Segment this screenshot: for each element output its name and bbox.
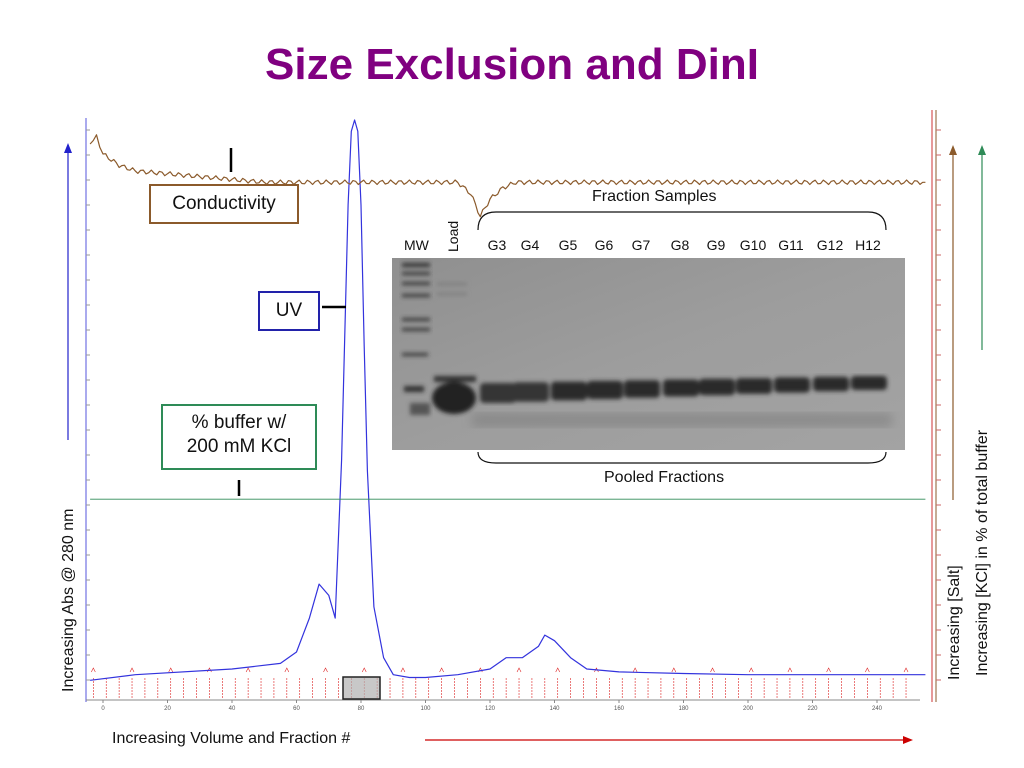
y-axis-left-label: Increasing Abs @ 280 nm [60,508,77,692]
injection-marker [555,667,560,673]
injection-marker [284,667,290,673]
injection-marker [168,667,173,673]
lane-label-g10: G10 [739,237,767,253]
x-tick-label: 60 [293,706,300,712]
x-tick-label: 120 [485,706,496,712]
sds-page-gel-image [392,258,905,450]
gel-band [736,378,772,394]
fraction-markers [91,667,909,698]
series-layer [89,119,926,681]
injection-marker [361,667,367,673]
uv-trace-line [90,119,926,681]
injection-marker [129,667,135,673]
injection-marker [323,667,328,673]
lane-label-h12: H12 [855,237,881,253]
gel-band [813,376,849,392]
gel-band [587,380,623,400]
lane-label-g11: G11 [778,237,804,253]
lane-label-g7: G7 [631,237,651,253]
gel-band [774,377,810,393]
page-title: Size Exclusion and DinI [265,40,759,89]
injection-marker [748,667,754,673]
y-axis-right-salt-label: Increasing [Salt] [946,565,963,680]
fraction-samples-label: Fraction Samples [592,188,717,205]
pooled-region-box [342,676,381,700]
lane-label-g6: G6 [594,237,614,253]
gel-band [513,382,549,402]
injection-marker [826,667,831,673]
injection-marker [865,667,870,673]
injection-marker [632,667,638,673]
gel-band [624,380,660,398]
x-tick-label: 100 [420,706,431,712]
lane-label-g4: G4 [520,237,540,253]
x-tick-label: 0 [101,706,105,712]
injection-marker [787,667,793,673]
right-axis-ticks [936,129,941,681]
lane-label-g9: G9 [706,237,726,253]
x-tick-label: 220 [807,706,818,712]
injection-marker [516,667,522,673]
x-tick-label: 160 [614,706,625,712]
pooled-fractions-bracket [477,451,887,464]
injection-marker [594,667,599,673]
x-axis-ticks: 0 20 40 60 80 100 120 140 160 180 200 220 240 [101,700,883,712]
x-tick-label: 180 [678,706,689,712]
conductivity-trace-line [89,134,926,218]
buffer-label: % buffer w/ 200 mM KCl [161,404,317,470]
y-axis-right-kcl-label: Increasing [KCl] in % of total buffer [974,429,991,676]
pooled-fractions-label: Pooled Fractions [604,469,725,486]
buffer-label-line2: 200 mM KCl [186,436,292,457]
left-arrow-head [64,143,72,153]
x-tick-label: 200 [743,706,754,712]
x-tick-label: 80 [358,706,365,712]
gel-band [699,378,735,396]
injection-marker [439,667,444,673]
injection-marker [91,667,96,673]
uv-label: UV [258,291,320,331]
salt-arrow-head [949,145,957,155]
buffer-label-line1: % buffer w/ [191,412,287,433]
gel-band [851,376,887,390]
injection-marker [710,667,715,673]
gel-band [551,381,587,401]
conductivity-label: Conductivity [149,184,299,224]
kcl-arrow-head [978,145,986,155]
lane-label-g12: G12 [816,237,844,253]
mw-label: MW [404,237,429,253]
x-tick-label: 40 [229,706,236,712]
injection-marker [400,667,406,673]
fraction-samples-bracket [477,211,887,231]
lane-label-g5: G5 [558,237,578,253]
injection-marker [245,667,251,673]
gel-band [480,383,516,403]
injection-marker [671,667,677,673]
lane-label-g3: G3 [487,237,507,253]
injection-marker [903,667,909,673]
gel-band [663,379,699,397]
lane-label-g8: G8 [670,237,690,253]
x-axis-label: Increasing Volume and Fraction # [112,730,351,747]
x-tick-label: 140 [549,706,560,712]
bottom-arrow-head [903,736,913,744]
load-label: Load [445,220,461,252]
x-tick-label: 20 [164,706,171,712]
left-axis-ticks [86,129,90,681]
x-tick-label: 240 [872,706,883,712]
